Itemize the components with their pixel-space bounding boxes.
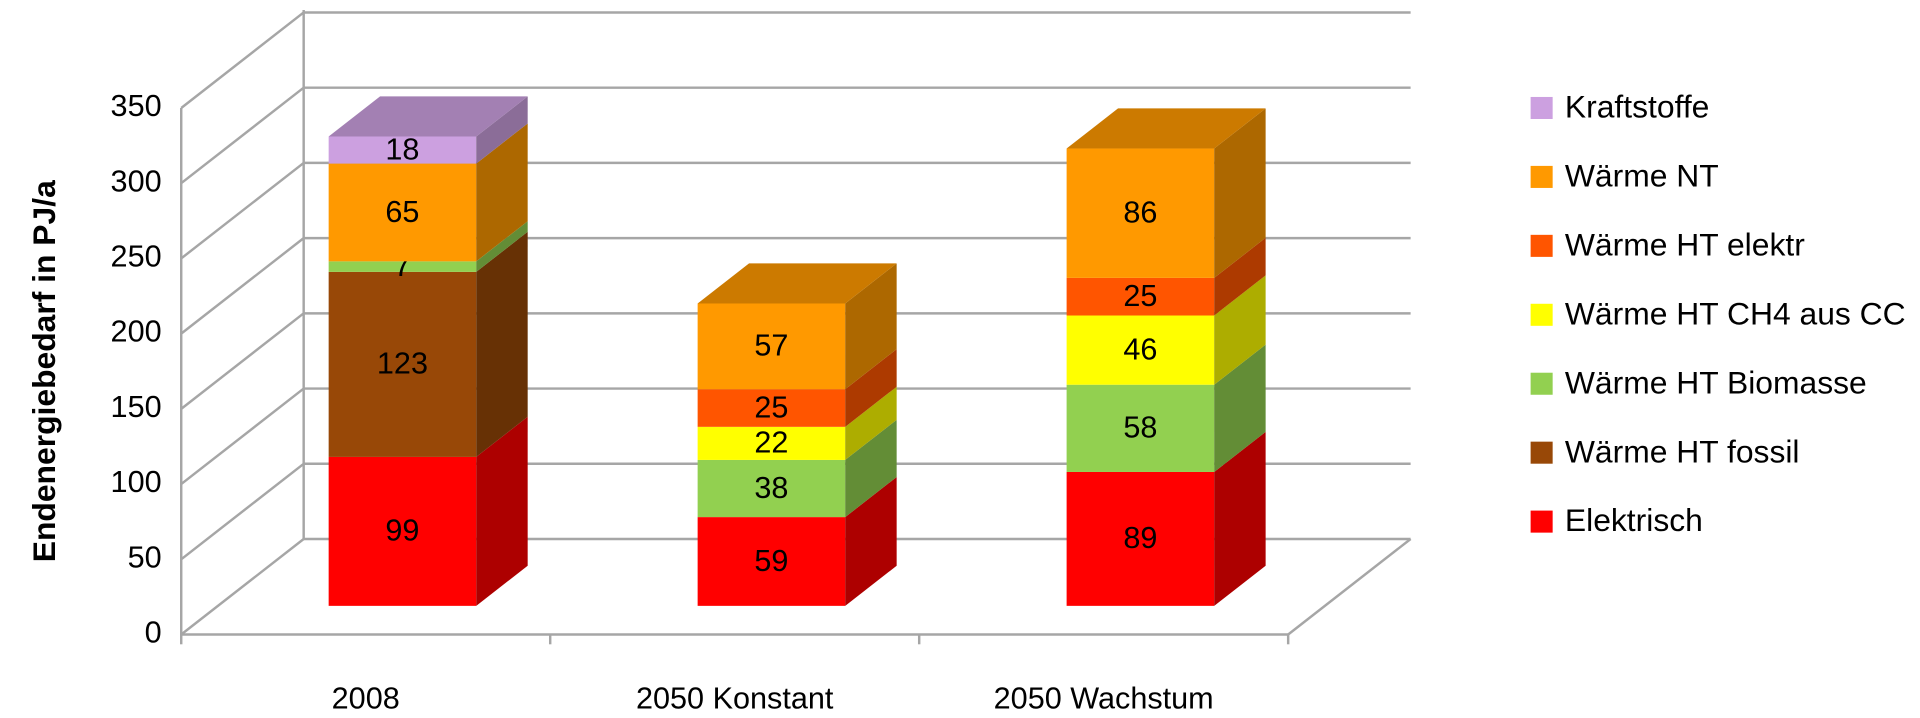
bar-segment	[328, 163, 477, 262]
bar-segment	[697, 459, 846, 518]
bar-segment	[1066, 315, 1215, 385]
y-tick-label: 200	[111, 315, 162, 349]
bar-side	[1214, 237, 1266, 316]
legend-swatch	[1530, 96, 1553, 119]
bar-side	[845, 419, 897, 518]
x-tick-label: 2008	[332, 682, 400, 716]
x-tick-label: 2050 Wachstum	[994, 682, 1214, 716]
bar-side	[845, 349, 897, 427]
bar-segment	[697, 517, 846, 606]
data-label: 22	[754, 426, 788, 460]
bar-segment	[328, 261, 477, 272]
y-tick-label: 350	[111, 89, 162, 123]
grid-line	[180, 11, 305, 109]
grid-line	[180, 538, 305, 636]
data-label: 58	[1123, 411, 1157, 445]
data-label: 25	[754, 390, 788, 424]
bar-side	[1214, 108, 1266, 278]
bar-segment	[328, 271, 477, 457]
y-tick-label: 300	[111, 164, 162, 198]
bar-top	[1066, 108, 1266, 149]
bar-top	[697, 263, 897, 304]
x-tick-label: 2050 Konstant	[636, 682, 834, 716]
legend-swatch	[1530, 165, 1553, 188]
y-tick-label: 250	[111, 240, 162, 274]
y-tick-label: 50	[128, 540, 162, 574]
bar-side	[476, 123, 528, 262]
bar-segment	[697, 389, 846, 427]
y-tick-label: 100	[111, 465, 162, 499]
data-label: 59	[754, 544, 788, 578]
bar-top	[328, 96, 528, 137]
y-axis-label: Endenergiebedarf in PJ/a	[26, 180, 62, 562]
bar-segment	[1066, 277, 1215, 316]
legend-label: Wärme NT	[1565, 158, 1719, 194]
bar-side	[476, 416, 528, 606]
data-label: 65	[385, 195, 419, 229]
legend-label: Wärme HT CH4 aus CC	[1565, 295, 1906, 331]
grid-line	[180, 86, 305, 185]
data-label: 89	[1123, 521, 1157, 555]
bar-side	[476, 221, 528, 272]
bar-side	[1214, 344, 1266, 472]
legend-swatch	[1530, 510, 1553, 533]
data-label: 86	[1123, 196, 1157, 230]
data-label: 38	[754, 471, 788, 505]
bar-segment	[328, 456, 477, 606]
bar-side	[1214, 431, 1266, 606]
data-label: 99	[385, 514, 419, 548]
bar-side	[845, 476, 897, 606]
data-label: 123	[377, 347, 428, 381]
bar-side	[845, 386, 897, 460]
bar-segment	[328, 136, 477, 164]
legend-swatch	[1530, 372, 1553, 395]
grid-line	[180, 312, 305, 410]
legend-label: Wärme HT elektr	[1565, 226, 1805, 262]
grid-line	[180, 237, 305, 335]
legend-label: Kraftstoffe	[1565, 89, 1710, 125]
y-tick-label: 150	[111, 390, 162, 424]
legend-swatch	[1530, 234, 1553, 257]
data-label: 25	[1123, 279, 1157, 313]
bar-side	[845, 263, 897, 390]
legend-label: Wärme HT fossil	[1565, 433, 1800, 469]
legend-label: Wärme HT Biomasse	[1565, 364, 1867, 400]
grid-line	[180, 387, 305, 486]
y-tick-label: 0	[145, 616, 162, 650]
bar-side	[476, 96, 528, 164]
data-label: 18	[385, 132, 419, 166]
grid-line	[180, 161, 305, 260]
bar-segment	[1066, 148, 1215, 278]
data-label: 57	[754, 329, 788, 363]
bar-segment	[1066, 471, 1215, 606]
bar-segment	[697, 303, 846, 390]
legend-swatch	[1530, 303, 1553, 326]
bar-side	[476, 231, 528, 457]
legend-swatch	[1530, 441, 1553, 464]
bar-side	[1214, 275, 1266, 385]
bar-segment	[1066, 384, 1215, 472]
grid-line	[180, 462, 305, 561]
floor-edge	[1287, 538, 1412, 636]
bar-segment	[697, 426, 846, 460]
data-label: 46	[1123, 332, 1157, 366]
legend-label: Elektrisch	[1565, 502, 1703, 538]
